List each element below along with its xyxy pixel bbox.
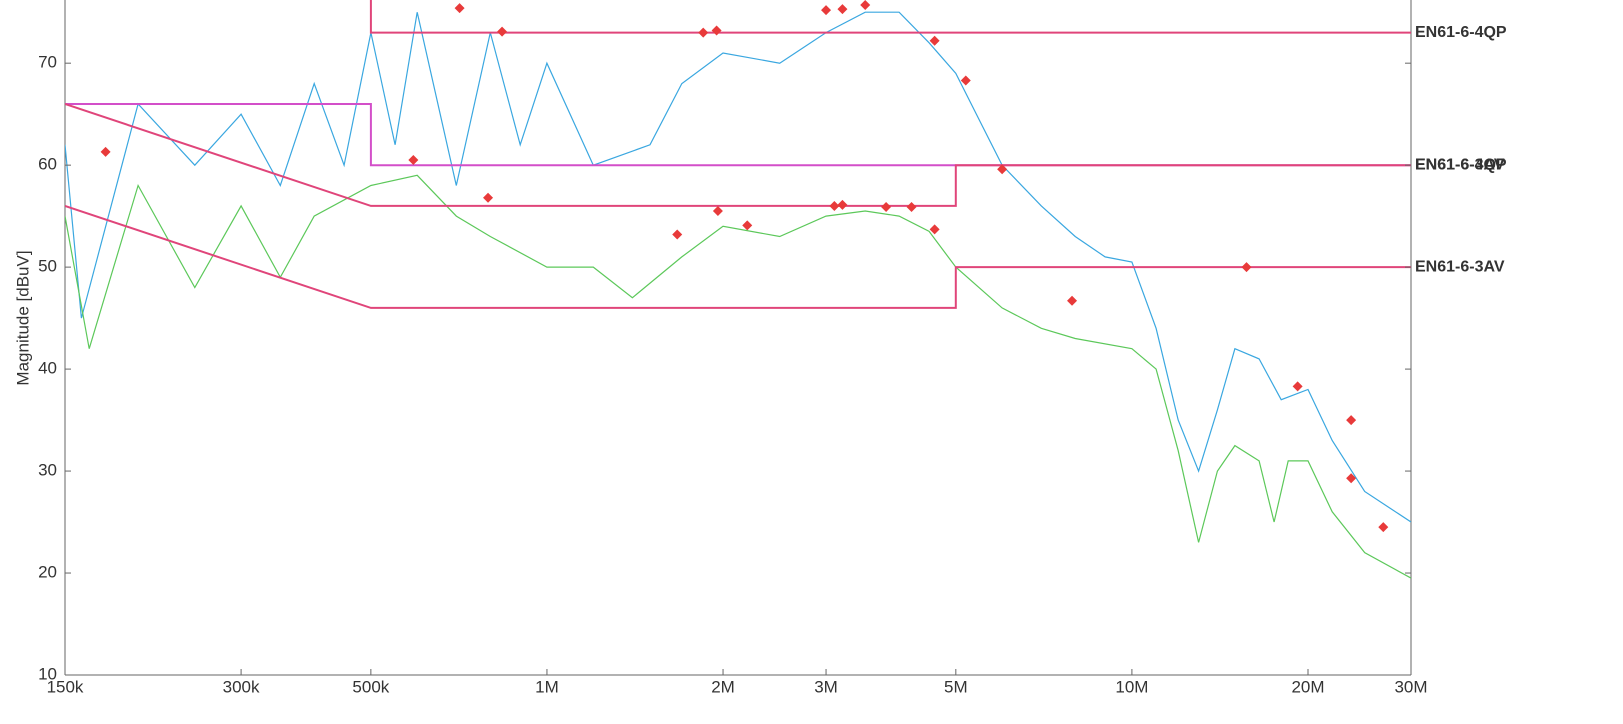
peak-marker [881,201,892,212]
peak-marker [454,3,465,14]
x-tick-label: 10M [1115,677,1148,696]
plot-area [65,0,1411,579]
peak-marker [698,27,709,38]
peak-marker [829,200,840,211]
y-tick-label: 70 [38,53,57,72]
x-tick-label: 300k [223,677,260,696]
peak-marker [821,5,832,16]
x-tick-label: 1M [535,677,559,696]
x-tick-label: 2M [711,677,735,696]
limit-line [369,0,1411,34]
peak-marker [997,164,1008,175]
peak-marker [837,4,848,15]
y-tick-label: 50 [38,257,57,276]
y-axis-label: Magnitude [dBuV] [13,250,32,385]
limit-label: EN61-6-3QP [1415,156,1507,173]
peak-marker [1378,522,1389,533]
limit-line [65,103,1411,167]
peak-marker [1346,415,1357,426]
limit-line [65,103,1411,207]
peak-marker [906,201,917,212]
peak-marker [497,26,508,37]
peak-marker [483,192,494,203]
peak-marker [929,224,940,235]
limit-label: EN61-6-3AV [1415,258,1505,275]
trace-line [65,174,1411,579]
peak-marker [1346,473,1357,484]
limit-line [65,204,1411,309]
x-tick-label: 3M [814,677,838,696]
peak-marker [711,25,722,36]
peak-marker [929,35,940,46]
y-tick-label: 20 [38,563,57,582]
peak-marker [1067,295,1078,306]
peak-marker [960,75,971,86]
x-tick-label: 20M [1291,677,1324,696]
peak-marker [1292,381,1303,392]
peak-marker [712,206,723,217]
x-tick-label: 500k [352,677,389,696]
peak-marker [837,199,848,210]
peak-marker [742,220,753,231]
peak-marker [1241,262,1252,273]
y-tick-label: 40 [38,359,57,378]
limit-label: EN61-6-4QP [1415,24,1507,41]
y-tick-label: 10 [38,664,57,683]
y-tick-label: 60 [38,155,57,174]
x-tick-label: 5M [944,677,968,696]
y-tick-label: 30 [38,461,57,480]
peak-marker [672,229,683,240]
peak-marker [408,155,419,166]
x-tick-label: 150k [47,677,84,696]
limit-label: EN61-6-4AV [1415,156,1505,173]
peak-marker [100,146,111,157]
x-tick-label: 30M [1394,677,1427,696]
peak-marker [860,0,871,11]
